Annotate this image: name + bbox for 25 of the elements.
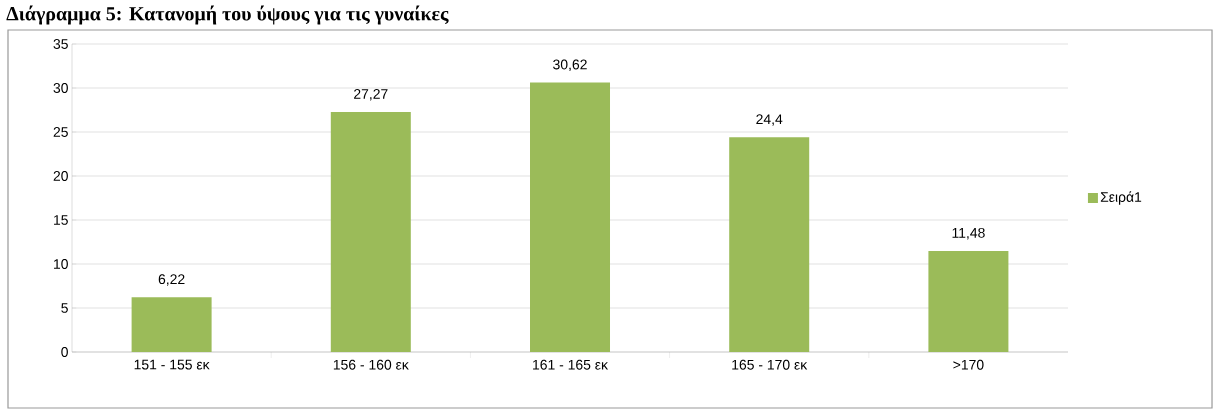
- x-tick-label: 156 - 160 εκ: [333, 359, 409, 370]
- x-tick-label: 161 - 165 εκ: [533, 359, 609, 370]
- bar: [928, 250, 1009, 352]
- legend-label: Σειρά1: [1100, 191, 1142, 205]
- data-label: 27,27: [354, 88, 388, 101]
- chart-title: Διάγραμμα 5: Κατανομή του ύψους για τις γυναίκες: [6, 5, 449, 25]
- bar: [330, 112, 411, 352]
- y-tick-label: 5: [61, 303, 68, 313]
- x-tick-label: 165 - 170 εκ: [732, 359, 808, 370]
- bar: [729, 137, 810, 352]
- bar: [530, 82, 611, 352]
- y-tick-label: 10: [54, 259, 68, 269]
- x-tick-label: 151 - 155 εκ: [134, 359, 210, 370]
- data-label: 24,4: [756, 114, 783, 126]
- data-label: 6,22: [158, 274, 185, 286]
- y-tick-label: 25: [53, 127, 68, 137]
- data-label: 30,62: [553, 59, 587, 72]
- y-tick-label: 35: [53, 39, 68, 49]
- data-label: 11,48: [952, 227, 985, 240]
- bar: [131, 297, 212, 352]
- y-tick-label: 15: [54, 215, 68, 225]
- y-tick-label: 30: [53, 83, 68, 93]
- y-tick-label: 0: [61, 347, 68, 357]
- y-tick-label: 20: [53, 171, 68, 181]
- x-tick-label: >170: [953, 359, 984, 370]
